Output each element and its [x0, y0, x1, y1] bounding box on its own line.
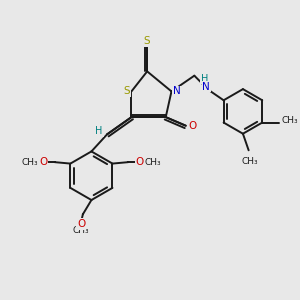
- Text: CH₃: CH₃: [72, 226, 89, 236]
- Text: H: H: [201, 74, 208, 83]
- Text: CH₃: CH₃: [242, 157, 258, 166]
- Text: H: H: [95, 126, 103, 136]
- Text: S: S: [123, 86, 130, 96]
- Text: N: N: [202, 82, 210, 92]
- Text: CH₃: CH₃: [22, 158, 38, 166]
- Text: O: O: [39, 157, 47, 167]
- Text: S: S: [144, 36, 151, 46]
- Text: CH₃: CH₃: [282, 116, 298, 125]
- Text: O: O: [136, 157, 144, 167]
- Text: O: O: [188, 121, 196, 131]
- Text: CH₃: CH₃: [145, 158, 161, 166]
- Text: O: O: [77, 219, 86, 229]
- Text: N: N: [173, 86, 181, 96]
